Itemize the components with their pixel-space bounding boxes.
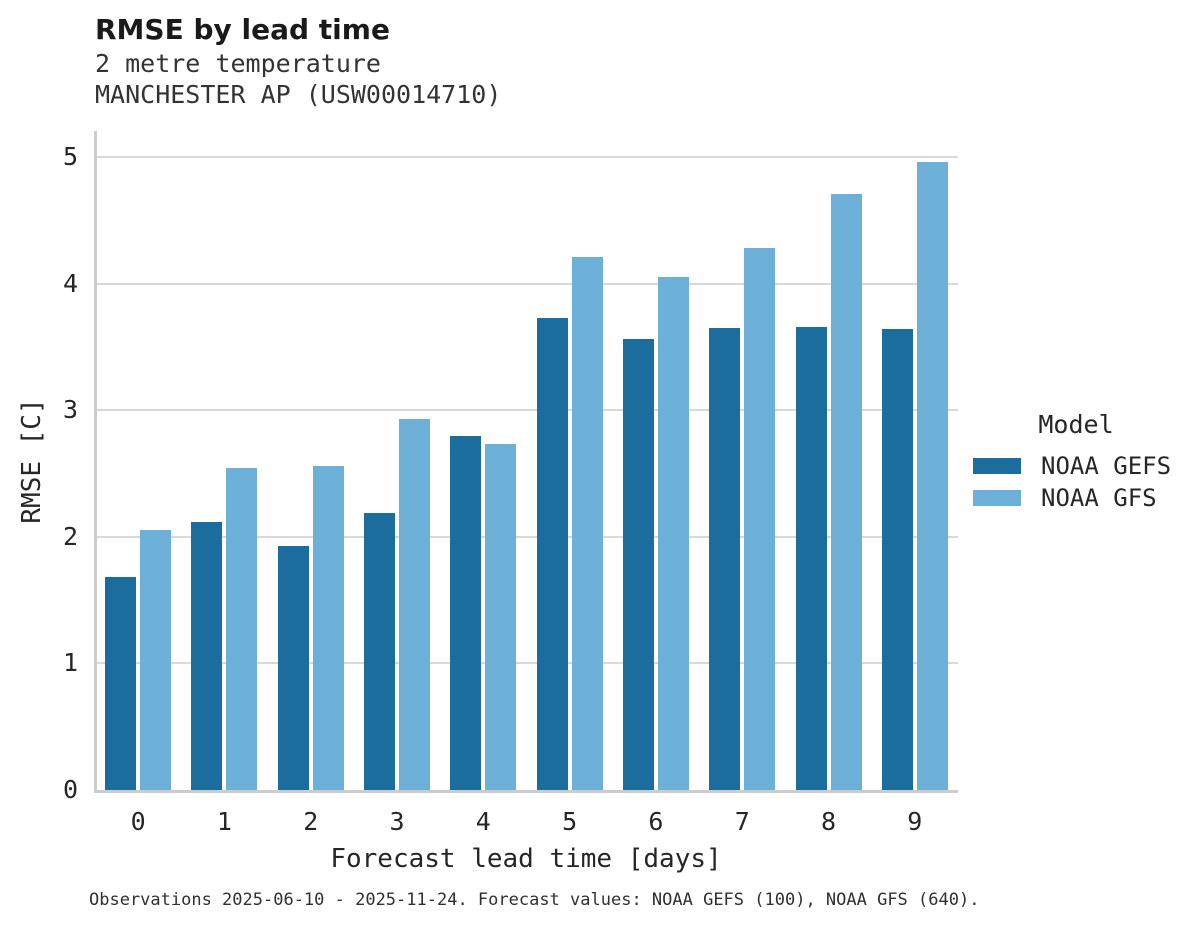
y-axis-label: RMSE [C]	[17, 398, 47, 524]
bar-noaa-gefs-lead-5	[536, 317, 568, 790]
x-tick-label-0: 0	[130, 807, 146, 836]
legend-title: Model	[1038, 410, 1114, 439]
legend-row-noaa-gfs: NOAA GFS	[973, 482, 1179, 514]
x-tick-label-1: 1	[216, 807, 232, 836]
gridline-y-5	[97, 156, 958, 158]
legend-label-noaa-gefs: NOAA GEFS	[1041, 452, 1172, 480]
bar-noaa-gfs-lead-3	[399, 419, 431, 790]
y-tick-label-1: 1	[62, 648, 78, 678]
y-tick-label-3: 3	[62, 395, 78, 425]
x-tick-label-4: 4	[475, 807, 491, 836]
gridline-y-1	[97, 662, 958, 665]
bar-noaa-gefs-lead-3	[364, 512, 396, 790]
bar-noaa-gefs-lead-2	[277, 545, 309, 790]
bar-noaa-gfs-lead-4	[485, 444, 517, 790]
bar-noaa-gefs-lead-1	[191, 521, 223, 790]
y-tick-label-4: 4	[62, 268, 78, 298]
bar-noaa-gefs-lead-6	[622, 339, 654, 790]
x-tick-label-5: 5	[562, 807, 578, 836]
bar-noaa-gefs-lead-0	[105, 577, 137, 790]
caption: Observations 2025-06-10 - 2025-11-24. Fo…	[89, 890, 980, 910]
y-tick-label-2: 2	[62, 521, 78, 551]
chart-subtitle-station: MANCHESTER AP (USW00014710)	[95, 80, 502, 109]
bar-noaa-gfs-lead-0	[140, 530, 172, 790]
legend: Model NOAA GEFS NOAA GFS	[973, 410, 1179, 514]
bar-noaa-gefs-lead-4	[450, 435, 482, 790]
gridline-y-2	[97, 535, 958, 538]
x-tick-label-7: 7	[734, 807, 750, 836]
bar-noaa-gfs-lead-6	[657, 277, 689, 790]
legend-entries: NOAA GEFS NOAA GFS	[973, 450, 1179, 514]
bar-noaa-gfs-lead-1	[226, 468, 258, 790]
chart-title: RMSE by lead time	[95, 13, 390, 46]
x-tick-label-8: 8	[821, 807, 837, 836]
legend-label-noaa-gfs: NOAA GFS	[1041, 484, 1157, 512]
x-tick-label-2: 2	[303, 807, 319, 836]
bar-noaa-gfs-lead-8	[830, 193, 862, 790]
chart-subtitle-variable: 2 metre temperature	[95, 49, 381, 78]
x-tick-label-9: 9	[907, 807, 923, 836]
y-tick-label-0: 0	[62, 775, 78, 804]
x-axis-spine	[94, 790, 958, 793]
bar-noaa-gfs-lead-7	[744, 248, 776, 790]
bar-noaa-gfs-lead-9	[916, 162, 948, 790]
legend-swatch-noaa-gfs	[973, 490, 1021, 506]
x-tick-label-3: 3	[389, 807, 405, 836]
legend-swatch-noaa-gefs	[973, 458, 1021, 474]
y-tick-label-5: 5	[62, 142, 78, 171]
chart-header: RMSE by lead time 2 metre temperature MA…	[95, 12, 501, 110]
bar-noaa-gfs-lead-2	[312, 465, 344, 790]
bar-noaa-gefs-lead-7	[709, 327, 741, 790]
x-tick-label-6: 6	[648, 807, 664, 836]
gridline-y-4	[97, 282, 958, 285]
bar-noaa-gfs-lead-5	[571, 257, 603, 790]
x-axis-label: Forecast lead time [days]	[330, 844, 722, 874]
bar-noaa-gefs-lead-9	[881, 329, 913, 790]
y-axis-spine	[94, 131, 97, 793]
bar-noaa-gefs-lead-8	[795, 326, 827, 790]
legend-row-noaa-gefs: NOAA GEFS	[973, 450, 1179, 482]
gridline-y-3	[97, 409, 958, 412]
